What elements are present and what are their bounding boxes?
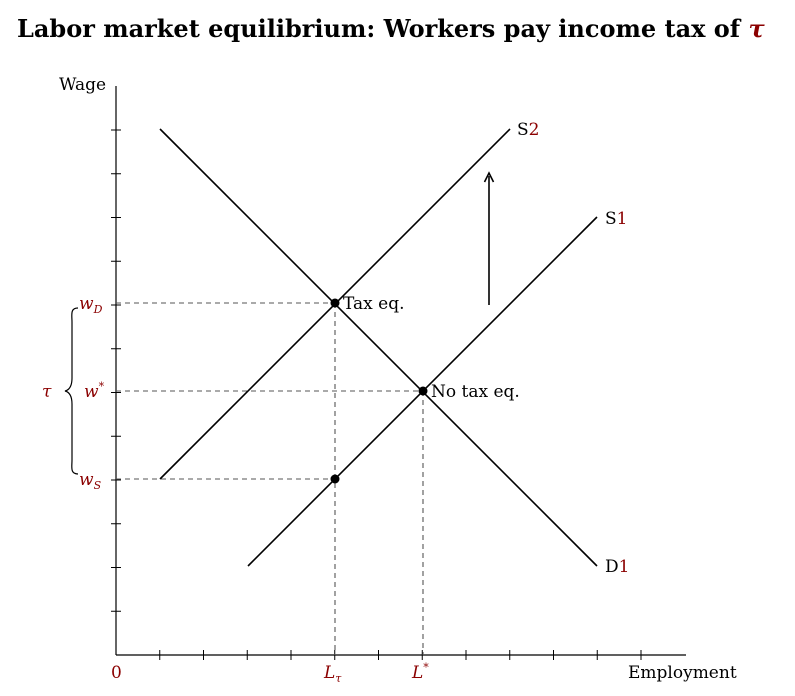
l-tau-label: Lτ [323, 663, 342, 685]
tax-brace-icon [64, 307, 79, 475]
w-star-label: w* [84, 380, 105, 402]
supply-1-label: S1 [605, 209, 627, 229]
diagram-title: Labor market equilibrium: Workers pay in… [17, 14, 766, 43]
w-d-label: wD [79, 294, 103, 316]
worker-wage-point [330, 474, 340, 484]
tax-brace-label: τ [42, 382, 52, 402]
no-tax-eq-label: No tax eq. [431, 382, 520, 402]
no-tax-equilibrium-point [418, 386, 428, 396]
demand-curve [159, 128, 598, 567]
w-s-label: wS [79, 470, 102, 492]
supply-2-label: S2 [517, 120, 539, 140]
origin-label: 0 [111, 663, 122, 683]
tax-equilibrium-point [330, 298, 340, 308]
x-axis-label: Employment [628, 663, 737, 683]
tax-eq-label: Tax eq. [343, 294, 405, 314]
y-axis-label: Wage [59, 75, 106, 95]
demand-1-label: D1 [605, 557, 629, 577]
axis-ticks [111, 129, 642, 660]
shift-arrow-head-icon [483, 171, 495, 183]
l-star-label: L* [411, 661, 429, 683]
